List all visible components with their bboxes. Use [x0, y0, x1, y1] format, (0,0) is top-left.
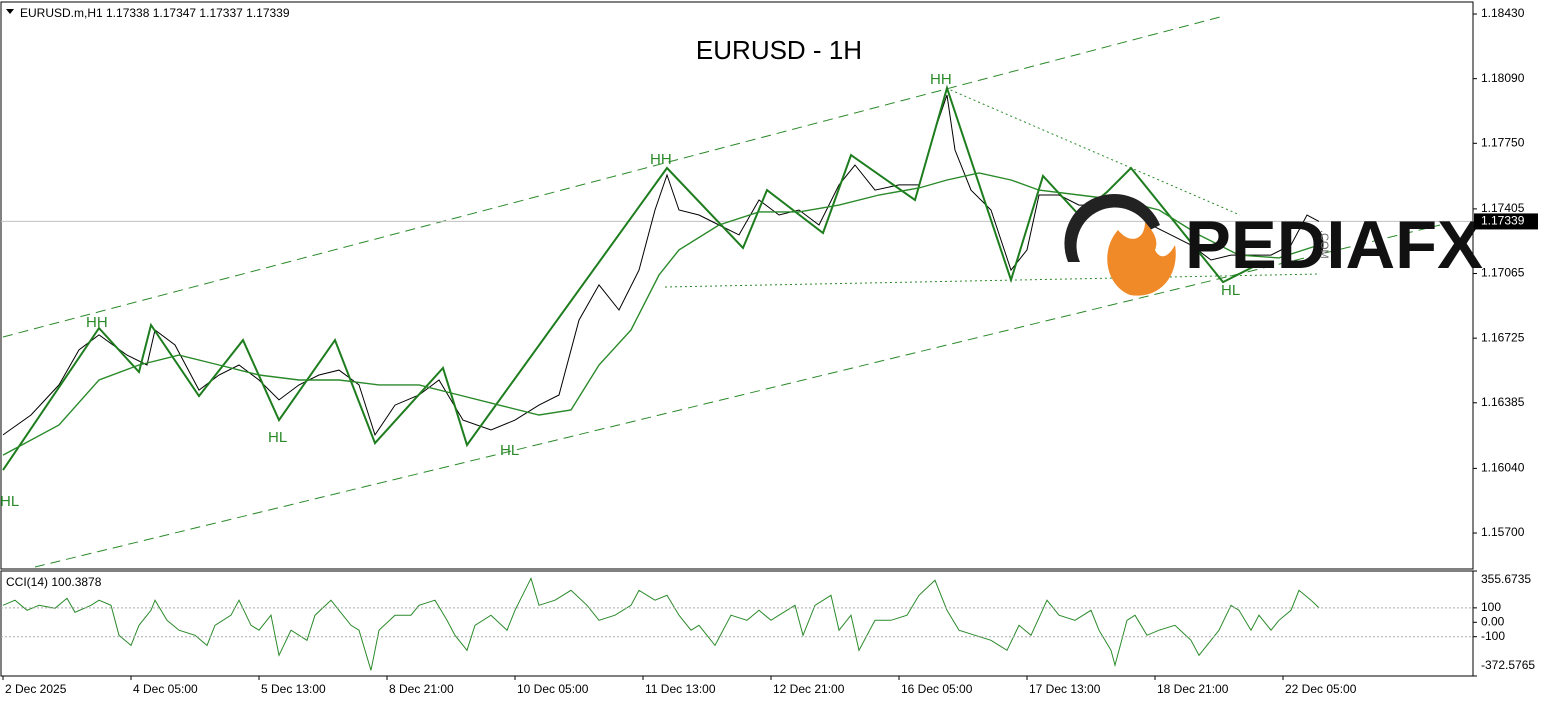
- y-tick-label: 355.6735: [1481, 572, 1531, 586]
- dotted-line: [664, 273, 1321, 288]
- y-tick-label: -100: [1481, 629, 1505, 643]
- y-tick-label: 1.18430: [1481, 6, 1525, 20]
- last-price-label: 1.17339: [1481, 214, 1525, 228]
- chart-title: EURUSD - 1H: [696, 35, 862, 65]
- y-tick-label: 1.17750: [1481, 135, 1525, 149]
- x-tick-label: 17 Dec 13:00: [1029, 682, 1101, 696]
- trendlines: [2, 16, 1441, 568]
- x-tick-label: 5 Dec 13:00: [261, 682, 326, 696]
- logo-arc: [1064, 193, 1160, 262]
- y-tick-label: 1.18090: [1481, 71, 1525, 85]
- y-tick-label: 1.15700: [1481, 525, 1525, 539]
- cci-frame: [0, 570, 1474, 677]
- logo: PEDIAFX .COM: [1064, 193, 1483, 296]
- x-tick-label: 12 Dec 21:00: [773, 682, 845, 696]
- logo-suffix: .COM: [1318, 230, 1330, 259]
- x-tick-label: 22 Dec 05:00: [1285, 682, 1357, 696]
- x-tick-label: 10 Dec 05:00: [517, 682, 589, 696]
- channel-upper: [2, 16, 1221, 338]
- last-price-box: [1474, 213, 1538, 230]
- logo-flame: [1107, 222, 1176, 296]
- x-tick-label: 4 Dec 05:00: [133, 682, 198, 696]
- x-tick-label: 11 Dec 13:00: [645, 682, 716, 696]
- annotation: HL: [500, 442, 519, 459]
- series-line: [2, 576, 1320, 671]
- annotation: HH: [930, 71, 952, 88]
- y-tick-label: 1.16040: [1481, 461, 1525, 475]
- x-tick-label: 18 Dec 21:00: [1157, 682, 1229, 696]
- y-tick-label: 1.16725: [1481, 330, 1525, 344]
- x-tick-label: 2 Dec 2025: [5, 682, 67, 696]
- annotation: HH: [650, 151, 672, 168]
- channel-lower: [34, 224, 1441, 568]
- y-tick-label: 1.17065: [1481, 266, 1525, 280]
- cci-title: CCI(14) 100.3878: [6, 575, 102, 589]
- price-frame: [0, 1, 1474, 570]
- header: EURUSD.m,H1 1.17338 1.17347 1.17337 1.17…: [20, 6, 290, 20]
- annotation: HL: [1221, 282, 1240, 299]
- header-marker: [6, 9, 14, 14]
- cci-series: [2, 576, 1320, 671]
- series-line: [2, 84, 1264, 471]
- annotation: HL: [0, 493, 19, 510]
- y-tick-label: 0.00: [1481, 614, 1505, 628]
- y-tick-label: 100: [1481, 600, 1501, 614]
- y-tick-label: 1.16385: [1481, 395, 1525, 409]
- annotation: HH: [86, 314, 108, 331]
- y-tick-label: -372.5765: [1481, 658, 1535, 672]
- x-tick-label: 8 Dec 21:00: [389, 682, 454, 696]
- x-tick-label: 16 Dec 05:00: [901, 682, 973, 696]
- series-line: [2, 172, 1320, 456]
- annotation: HL: [268, 429, 287, 446]
- y-tick-label: 1.17405: [1481, 201, 1525, 215]
- dotted-line: [945, 87, 1241, 216]
- logo-text: PEDIAFX: [1185, 207, 1483, 283]
